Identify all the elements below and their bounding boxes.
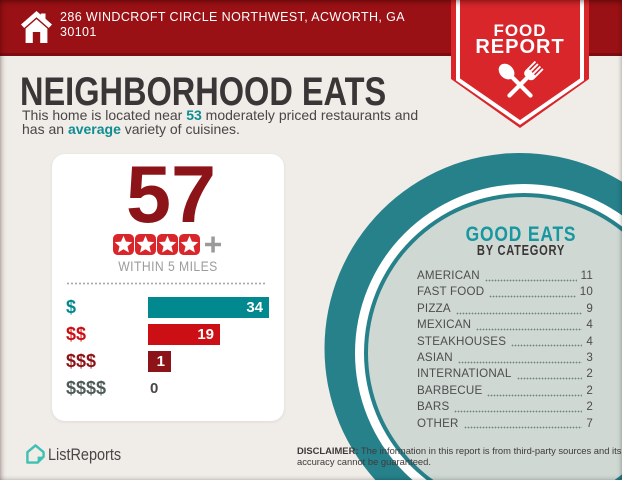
svg-text:FOOD: FOOD bbox=[493, 21, 546, 40]
svg-text:REPORT: REPORT bbox=[475, 36, 564, 58]
